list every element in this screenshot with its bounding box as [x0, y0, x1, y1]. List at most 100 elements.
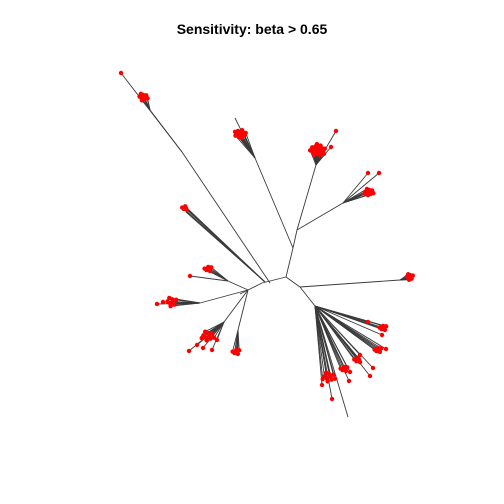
tree-edge-5 [299, 286, 316, 307]
tip-marker-146 [382, 327, 388, 333]
tip-marker-98 [200, 345, 206, 351]
tip-marker-42 [333, 128, 339, 134]
tree-edge-138 [314, 305, 323, 386]
tip-marker-79 [172, 302, 177, 307]
tree-edge-67 [342, 172, 369, 204]
tree-edge-7 [181, 151, 271, 284]
tip-marker-132 [352, 357, 357, 362]
tip-marker-37 [322, 146, 327, 151]
tip-marker-34 [318, 143, 323, 148]
tip-marker-82 [168, 303, 173, 309]
tip-marker-83 [167, 295, 172, 301]
tree-edge-154 [314, 305, 374, 369]
tip-marker-92 [204, 338, 209, 343]
tip-marker-125 [343, 368, 349, 374]
tip-marker-72 [207, 268, 213, 274]
tip-marker-23 [243, 130, 248, 136]
tip-marker-38 [311, 152, 317, 157]
tip-marker-43 [328, 144, 334, 150]
tip-marker-127 [345, 365, 350, 370]
tree-edge-103 [223, 289, 249, 323]
tip-marker-148 [384, 324, 389, 329]
tree-edge-92 [199, 289, 249, 304]
tip-marker-52 [371, 191, 376, 196]
tree-edge-124 [232, 329, 239, 352]
tip-marker-60 [179, 205, 185, 210]
tree-edge-135 [314, 305, 336, 379]
tip-marker-138 [377, 349, 383, 355]
tip-marker-40 [321, 151, 327, 157]
tree-edge-9 [120, 72, 183, 153]
tip-marker-41 [307, 148, 313, 153]
tip-marker-100 [209, 347, 215, 353]
tip-marker-110 [329, 377, 334, 382]
tree-edge-153 [314, 305, 371, 377]
tip-marker-139 [372, 347, 377, 352]
tree-edge-145 [314, 305, 347, 372]
tree-edge-74 [181, 207, 266, 283]
tree-edge-56 [296, 202, 344, 231]
tree-edge-90 [210, 266, 229, 282]
tip-marker-140 [379, 346, 384, 351]
tip-marker-96 [186, 348, 192, 354]
tip-marker-131 [357, 359, 363, 365]
tip-marker-118 [319, 382, 325, 388]
tree-edge-169 [314, 305, 369, 323]
tip-marker-149 [365, 319, 371, 325]
tree-edge-147 [314, 305, 348, 368]
tree-edge-130 [314, 305, 332, 380]
tip-marker-85 [160, 299, 166, 305]
tree-edge-84 [227, 280, 249, 291]
tip-marker-99 [214, 337, 220, 343]
tip-marker-114 [323, 370, 329, 375]
tip-marker-66 [410, 273, 415, 278]
tip-marker-35 [317, 152, 323, 158]
tip-marker-0 [118, 70, 124, 76]
tree-edge-162 [314, 305, 383, 336]
tip-marker-116 [320, 376, 325, 382]
tip-marker-97 [194, 342, 200, 348]
tip-marker-9 [145, 96, 150, 101]
tree-edge-111 [204, 321, 225, 333]
tip-marker-53 [362, 191, 367, 196]
tree-edge-19 [254, 157, 294, 249]
tree-edge-146 [314, 305, 342, 369]
tree-tips [118, 70, 415, 402]
tip-marker-51 [364, 186, 370, 192]
tip-marker-141 [383, 346, 389, 352]
tree-edge-64 [342, 188, 368, 204]
tip-marker-147 [377, 325, 382, 330]
tip-marker-91 [210, 331, 215, 336]
tree-edge-118 [211, 321, 225, 351]
tip-marker-22 [232, 129, 238, 134]
tree-edge-1 [261, 276, 287, 284]
tree-edge-125 [237, 329, 240, 351]
tree-edge-35 [296, 164, 317, 231]
tip-marker-84 [154, 301, 160, 307]
tip-marker-115 [332, 376, 338, 381]
tree-edge-161 [314, 305, 387, 350]
tree-edge-75 [299, 279, 401, 288]
plot-title: Sensitivity: beta > 0.65 [176, 21, 328, 37]
tip-marker-7 [139, 98, 145, 103]
tip-marker-59 [184, 207, 189, 212]
tree-edge-2 [285, 276, 301, 288]
tip-marker-112 [331, 372, 336, 377]
tip-marker-117 [329, 396, 335, 402]
tip-marker-67 [406, 277, 412, 282]
tree-edge-91 [189, 275, 229, 282]
tip-marker-74 [209, 265, 214, 270]
tree-edges [120, 72, 413, 418]
tree-edge-137 [314, 305, 333, 400]
tip-marker-104 [235, 351, 241, 357]
tip-marker-120 [346, 378, 352, 384]
tip-marker-95 [199, 335, 204, 341]
tip-marker-20 [239, 128, 245, 133]
tree-edge-3 [285, 247, 294, 278]
tip-marker-73 [202, 266, 207, 271]
tip-marker-21 [239, 135, 244, 141]
tip-marker-68 [405, 272, 411, 277]
tree-edge-4 [292, 229, 298, 249]
tree-edge-68 [342, 172, 380, 204]
